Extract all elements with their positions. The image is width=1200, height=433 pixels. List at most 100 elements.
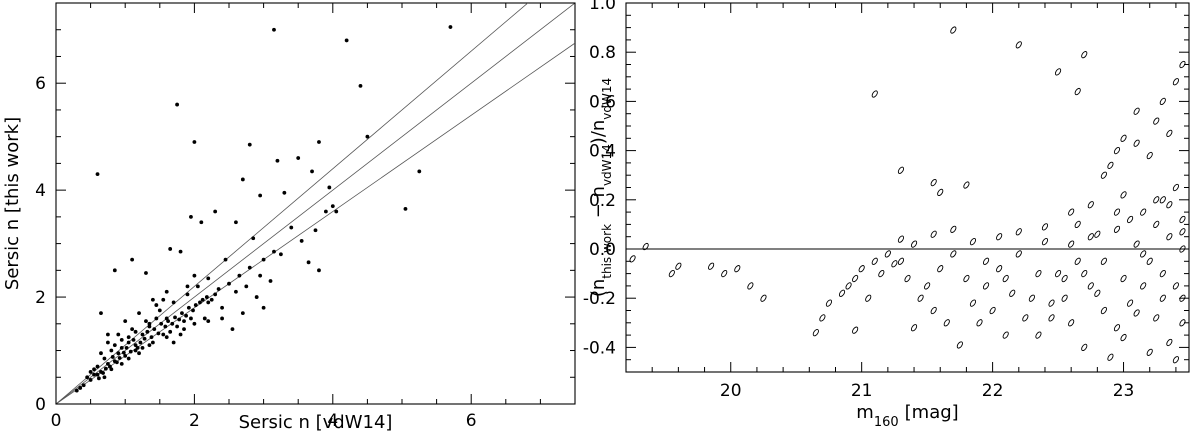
data-point: [103, 366, 108, 371]
data-point: [1009, 289, 1016, 297]
data-point: [95, 372, 100, 377]
data-point: [1068, 319, 1075, 327]
data-point: [159, 321, 164, 326]
data-point: [133, 348, 138, 353]
data-point: [845, 282, 852, 290]
data-point: [904, 274, 911, 283]
data-point: [161, 297, 166, 302]
data-point: [1094, 289, 1101, 297]
data-point: [144, 319, 148, 324]
data-point: [1120, 333, 1127, 342]
x-axis-label-subscript: 160: [874, 415, 899, 430]
data-point: [182, 319, 186, 324]
data-point: [119, 362, 124, 366]
data-point: [240, 311, 245, 316]
data-point: [1179, 245, 1186, 253]
reference-line-0: [56, 42, 575, 404]
data-point: [138, 340, 143, 345]
data-point: [119, 345, 124, 350]
data-point: [937, 265, 944, 273]
data-point: [106, 332, 110, 337]
data-point: [164, 289, 169, 294]
data-point: [114, 360, 119, 365]
data-point: [193, 303, 198, 307]
panel-left-nsersic-comparison: 0 2 4 6 0 2 4 6 Sersic n [vdW14] Sersic n [this w…: [2, 2, 576, 433]
data-point: [97, 376, 101, 381]
data-point: [1015, 228, 1022, 236]
data-point: [261, 257, 266, 262]
data-point: [668, 269, 675, 278]
data-point: [1172, 78, 1179, 86]
data-point: [313, 228, 318, 233]
data-point: [149, 335, 154, 340]
data-point: [117, 356, 122, 360]
y-axis-label-part: − n: [588, 186, 609, 224]
data-point: [1094, 230, 1101, 238]
data-point: [1054, 68, 1062, 76]
data-point: [156, 331, 161, 336]
data-point: [448, 25, 453, 29]
data-point: [825, 299, 833, 307]
data-point: [1100, 171, 1107, 179]
data-point: [116, 351, 121, 356]
data-point: [642, 242, 649, 251]
data-point: [234, 220, 238, 225]
y-tick-label: 0.8: [589, 43, 616, 63]
y-axis-label-part: )/n: [588, 120, 609, 145]
x-axis-label: m160 [mag]: [856, 402, 958, 430]
data-point: [1048, 314, 1055, 322]
data-point: [330, 204, 335, 209]
data-point: [189, 214, 193, 219]
data-point: [258, 273, 263, 278]
data-point: [1133, 240, 1140, 248]
data-point: [629, 255, 636, 263]
data-point: [1172, 282, 1179, 290]
data-point: [950, 225, 957, 233]
data-point: [247, 142, 252, 147]
data-point: [154, 303, 159, 307]
data-point: [1133, 309, 1140, 317]
data-point: [1166, 129, 1173, 137]
y-tick-label: -0.4: [583, 338, 616, 358]
data-point: [760, 294, 767, 302]
y-tick-label: 6: [35, 74, 46, 94]
data-point: [240, 177, 245, 182]
data-point: [924, 282, 931, 290]
panel-right-relative-difference: 20 21 22 23 -0.4 -0.2 0.0 0.2 0.4 0.6 0.8 1.0 m160 [m…: [583, 0, 1190, 430]
data-point: [1166, 233, 1173, 241]
x-tick-label: 0: [51, 411, 62, 431]
data-point: [177, 317, 182, 322]
data-point: [852, 274, 859, 283]
data-point: [116, 332, 121, 337]
data-point: [1159, 196, 1166, 204]
data-point: [186, 305, 191, 310]
data-point: [189, 316, 193, 321]
data-point: [891, 260, 898, 268]
data-point: [1100, 306, 1107, 315]
data-point: [131, 337, 136, 342]
data-point: [147, 324, 152, 329]
data-point: [78, 386, 83, 390]
data-point: [171, 300, 176, 305]
data-point: [1120, 134, 1127, 142]
data-point: [289, 225, 294, 230]
data-point: [1172, 356, 1179, 364]
data-point: [123, 353, 128, 358]
y-tick-label: -0.2: [583, 289, 616, 309]
data-point: [173, 315, 177, 320]
y-axis-label: Sersic n [this work]: [2, 117, 23, 290]
data-point: [206, 319, 211, 324]
data-point: [109, 367, 114, 372]
data-point: [1054, 269, 1062, 278]
data-point: [358, 83, 363, 88]
data-point: [180, 311, 184, 316]
data-point: [996, 265, 1003, 273]
data-point: [1159, 97, 1166, 106]
data-point: [1120, 191, 1127, 199]
data-point: [1140, 208, 1147, 216]
data-point: [144, 271, 148, 275]
data-point: [1146, 348, 1153, 356]
data-point: [1015, 41, 1022, 49]
data-point: [969, 238, 977, 246]
data-point: [152, 327, 157, 332]
